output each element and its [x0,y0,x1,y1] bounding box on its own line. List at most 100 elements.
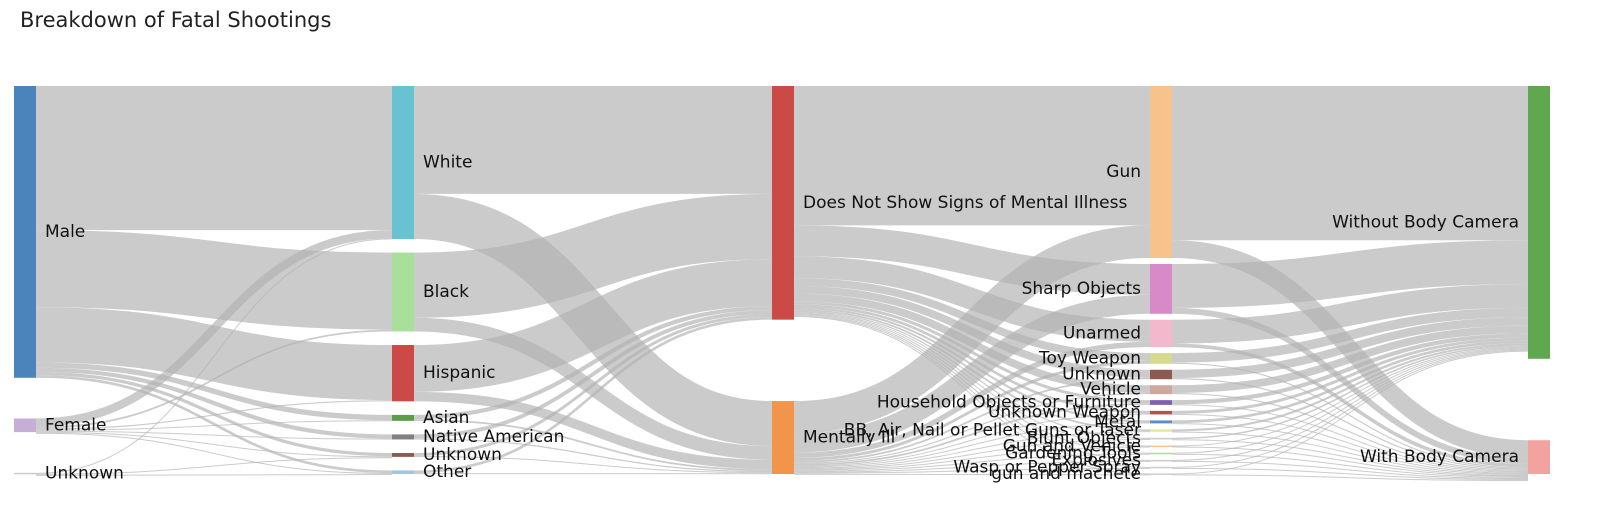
link-asian-to-mentally_ill [413,419,773,472]
node-label-asian: Asian [423,408,469,428]
link-race_unknown-to-no_mental_illness [413,314,773,456]
link-gun_machete-to-with_camera [1171,474,1529,482]
links-layer [35,85,1529,482]
link-sharp_objects-to-without_camera [1171,240,1529,308]
link-mentally_ill-to-bb_guns [793,431,1151,469]
node-gun[interactable] [1150,86,1172,258]
node-gun_machete[interactable] [1150,473,1172,475]
link-male-to-hispanic [35,307,393,401]
node-label-gardening_tools: Gardening Tools [1005,443,1141,463]
link-mentally_ill-to-sharp_objects [793,294,1151,453]
node-label-gun: Gun [1106,162,1141,182]
chart-title: Breakdown of Fatal Shootings [20,8,332,32]
node-native_american[interactable] [392,434,414,440]
link-mentally_ill-to-vehicle [793,392,1151,464]
link-gardening_tools-to-without_camera [1171,347,1529,454]
node-label-mentally_ill: Mentally Ill [803,428,895,448]
node-label-vehicle: Vehicle [1080,380,1141,400]
node-household[interactable] [1150,400,1172,405]
node-vehicle[interactable] [1150,385,1172,395]
node-weapon_unknown[interactable] [1150,369,1172,380]
link-mentally_ill-to-gun_machete [793,473,1151,476]
node-gun_and_vehicle[interactable] [1150,445,1172,448]
link-household-to-without_camera [1171,333,1529,405]
node-explosives[interactable] [1150,459,1172,462]
link-mentally_ill-to-toy_weapon [793,360,1151,461]
labels-layer: Male Female Unknown White Black Hispanic Asian… [45,153,1519,485]
link-mentally_ill-to-weapon_unknown [793,377,1151,463]
link-female-to-native_american [35,430,393,440]
link-mentally_ill-to-blunt_objects [793,438,1151,470]
node-label-explosives: Explosives [1051,451,1141,471]
node-race_unknown[interactable] [392,453,414,457]
node-without_camera[interactable] [1528,86,1550,359]
node-gardening_tools[interactable] [1150,452,1172,455]
link-gun_and_vehicle-to-without_camera [1171,346,1529,447]
node-no_mental_illness[interactable] [772,86,794,320]
link-black-to-mentally_ill [413,317,773,460]
link-no_mental_illness-to-wasp_spray [793,314,1151,468]
link-gender_unknown-to-white [35,238,393,474]
node-blunt_objects[interactable] [1150,437,1172,440]
node-hispanic[interactable] [392,345,414,402]
node-label-no_mental_illness: Does Not Show Signs of Mental Illness [803,193,1127,213]
link-no_mental_illness-to-gun_machete [793,315,1151,475]
node-asian[interactable] [392,414,414,421]
link-mentally_ill-to-gun [793,225,1151,434]
link-wasp_spray-to-without_camera [1171,349,1529,468]
node-sharp_objects[interactable] [1150,263,1172,314]
link-mentally_ill-to-gun_and_vehicle [793,446,1151,471]
node-label-weapon_unknown: Unknown [1062,364,1141,384]
link-male-to-black [35,230,393,330]
link-female-to-white [35,230,393,427]
node-label-hispanic: Hispanic [423,363,495,383]
link-unarmed-to-without_camera [1171,284,1529,344]
link-bb_guns-to-without_camera [1171,343,1529,432]
node-label-native_american: Native American [423,427,564,447]
node-with_camera[interactable] [1528,440,1550,474]
node-toy_weapon[interactable] [1150,353,1172,364]
link-other-to-no_mental_illness [413,316,773,474]
node-female[interactable] [14,418,36,433]
node-label-race_unknown: Unknown [423,445,502,465]
link-black-to-no_mental_illness [413,193,773,318]
link-male-to-asian [35,362,393,421]
link-race_unknown-to-mentally_ill [413,455,773,474]
node-white[interactable] [392,86,414,240]
link-no_mental_illness-to-explosives [793,313,1151,461]
link-male-to-race_unknown [35,371,393,457]
link-blunt_objects-to-without_camera [1171,345,1529,440]
link-no_mental_illness-to-unarmed [793,256,1151,342]
link-mentally_ill-to-unknown_weapon [793,413,1151,467]
node-mentally_ill[interactable] [772,401,794,474]
node-label-without_camera: Without Body Camera [1332,212,1519,232]
link-female-to-race_unknown [35,431,393,458]
node-other[interactable] [392,470,414,474]
link-female-to-hispanic [35,400,393,430]
link-mentally_ill-to-metal [793,422,1151,468]
node-male[interactable] [14,86,36,378]
node-label-gun_and_vehicle: Gun and Vehicle [1003,436,1141,456]
node-gender_unknown[interactable] [14,472,36,475]
link-male-to-other [35,375,393,474]
link-weapon_unknown-to-without_camera [1171,317,1529,379]
link-mentally_ill-to-household [793,403,1151,466]
node-label-male: Male [45,222,85,242]
node-bb_guns[interactable] [1150,429,1172,432]
node-label-gun_machete: gun and machete [991,464,1141,484]
node-label-unknown_weapon: Unknown Weapon [988,403,1141,423]
node-label-metal: Metal [1094,412,1141,432]
link-no_mental_illness-to-sharp_objects [793,225,1151,295]
node-unknown_weapon[interactable] [1150,410,1172,415]
node-wasp_spray[interactable] [1150,466,1172,469]
link-male-to-native_american [35,367,393,439]
link-native_american-to-mentally_ill [413,438,773,473]
node-metal[interactable] [1150,420,1172,424]
node-label-household: Household Objects or Furniture [877,393,1141,413]
node-label-wasp_spray: Wasp or Pepper Spray [953,458,1141,478]
node-unarmed[interactable] [1150,319,1172,348]
link-female-to-black [35,329,393,429]
link-gun_machete-to-without_camera [1171,350,1529,475]
node-black[interactable] [392,252,414,332]
